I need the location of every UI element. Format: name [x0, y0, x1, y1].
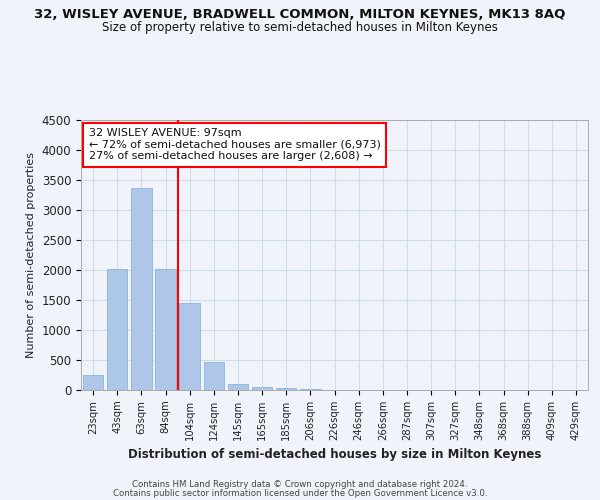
Bar: [179, 303, 200, 390]
Text: Contains HM Land Registry data © Crown copyright and database right 2024.: Contains HM Land Registry data © Crown c…: [132, 480, 468, 489]
Text: Size of property relative to semi-detached houses in Milton Keynes: Size of property relative to semi-detach…: [102, 21, 498, 34]
Y-axis label: Number of semi-detached properties: Number of semi-detached properties: [26, 152, 36, 358]
Text: 32, WISLEY AVENUE, BRADWELL COMMON, MILTON KEYNES, MK13 8AQ: 32, WISLEY AVENUE, BRADWELL COMMON, MILT…: [34, 8, 566, 20]
Bar: [300, 389, 320, 390]
Bar: [203, 362, 224, 390]
Bar: [131, 188, 152, 390]
Bar: [155, 269, 176, 390]
Text: 32 WISLEY AVENUE: 97sqm
← 72% of semi-detached houses are smaller (6,973)
27% of: 32 WISLEY AVENUE: 97sqm ← 72% of semi-de…: [89, 128, 380, 162]
Bar: [83, 375, 103, 390]
Text: Contains public sector information licensed under the Open Government Licence v3: Contains public sector information licen…: [113, 490, 487, 498]
Bar: [107, 269, 127, 390]
Bar: [276, 388, 296, 390]
Bar: [227, 384, 248, 390]
Bar: [252, 386, 272, 390]
X-axis label: Distribution of semi-detached houses by size in Milton Keynes: Distribution of semi-detached houses by …: [128, 448, 541, 462]
